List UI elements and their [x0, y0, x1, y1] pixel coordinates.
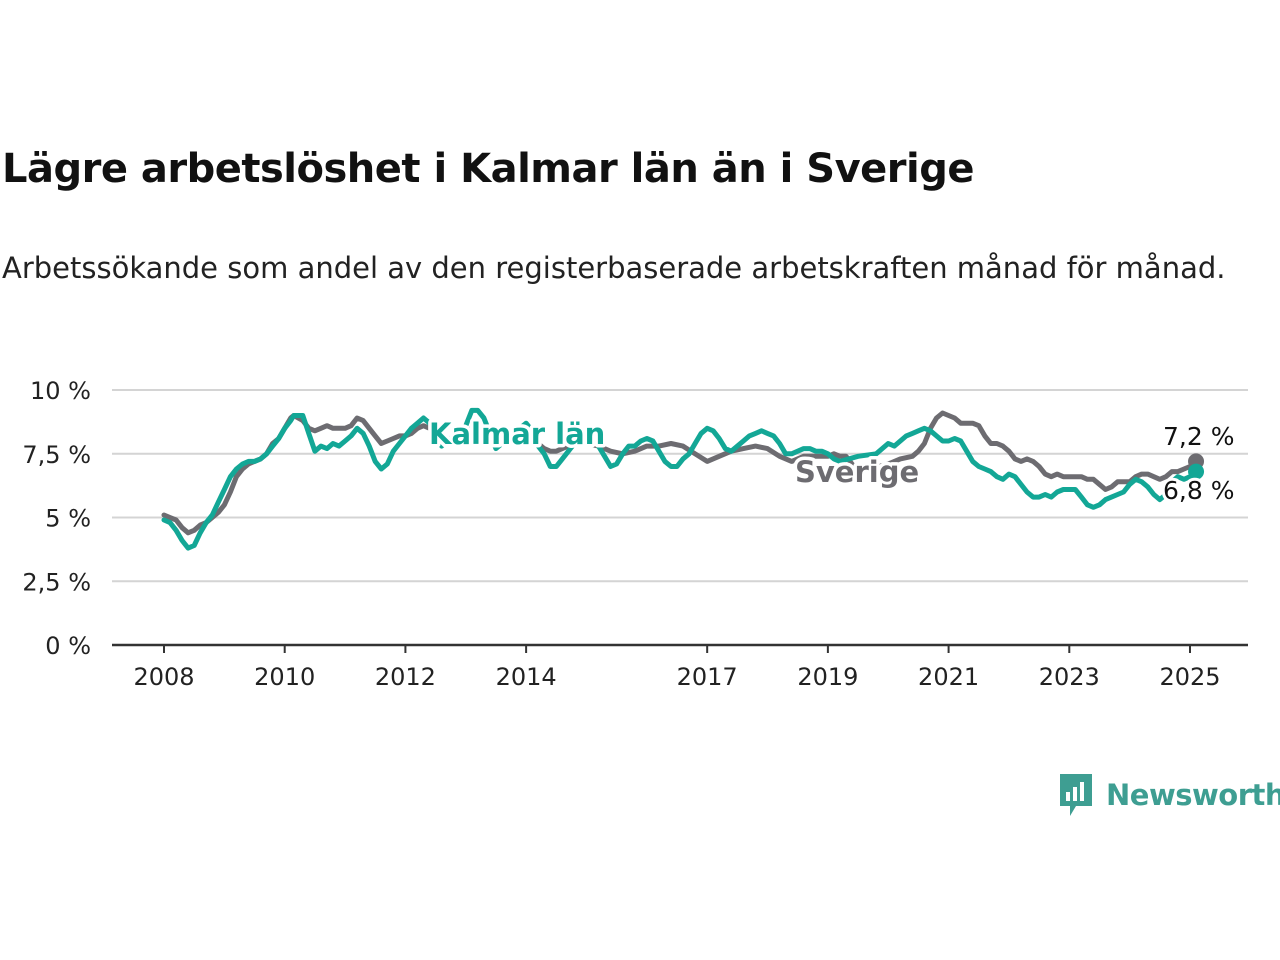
- x-tick-label: 2008: [133, 663, 194, 691]
- end-label-kalmar-halo: 6,8 %: [1163, 476, 1234, 505]
- newsworthy-chart-icon: [1060, 774, 1092, 816]
- grid-lines: [112, 389, 1248, 583]
- y-tick-label: 7,5 %: [22, 441, 91, 469]
- x-tick-label: 2014: [496, 663, 557, 691]
- newsworthy-logo[interactable]: Newsworthy: [1058, 772, 1280, 818]
- end-label-sverige-halo: 7,2 %: [1163, 422, 1234, 451]
- x-tick-label: 2025: [1159, 663, 1220, 691]
- y-tick-label: 10 %: [30, 377, 91, 405]
- chart-subtitle: Arbetssökande som andel av den registerb…: [2, 251, 1226, 285]
- series-label-sverige-halo: Sverige: [795, 455, 919, 489]
- y-tick-label: 2,5 %: [22, 568, 91, 596]
- series-group: [161, 407, 1205, 551]
- y-tick-label: 5 %: [45, 505, 91, 533]
- x-axis: 2008 2010 2012 2014 2017 2019 2021 2023 2025: [112, 643, 1248, 691]
- series-line-sverige: [161, 410, 1199, 536]
- chart-title: Lägre arbetslöshet i Kalmar län än i Sve…: [2, 146, 974, 192]
- x-tick-label: 2021: [918, 663, 979, 691]
- x-tick-label: 2017: [677, 663, 738, 691]
- series-label-sverige: Sverige: [795, 455, 919, 489]
- series-label-kalmar-halo: Kalmar län: [429, 417, 605, 451]
- y-axis: 0 % 2,5 % 5 % 7,5 % 10 %: [22, 377, 91, 660]
- x-tick-label: 2019: [797, 663, 858, 691]
- x-tick-label: 2012: [375, 663, 436, 691]
- series-line-kalmar: [161, 407, 1199, 551]
- brand-name: Newsworthy: [1106, 778, 1280, 812]
- x-tick-label: 2010: [254, 663, 315, 691]
- series-end-point: [1188, 463, 1205, 480]
- series-label-kalmar: Kalmar län: [429, 417, 605, 451]
- y-tick-label: 0 %: [45, 632, 91, 660]
- x-tick-label: 2023: [1039, 663, 1100, 691]
- end-label-sverige: 7,2 %: [1163, 422, 1234, 451]
- end-label-kalmar: 6,8 %: [1163, 476, 1234, 505]
